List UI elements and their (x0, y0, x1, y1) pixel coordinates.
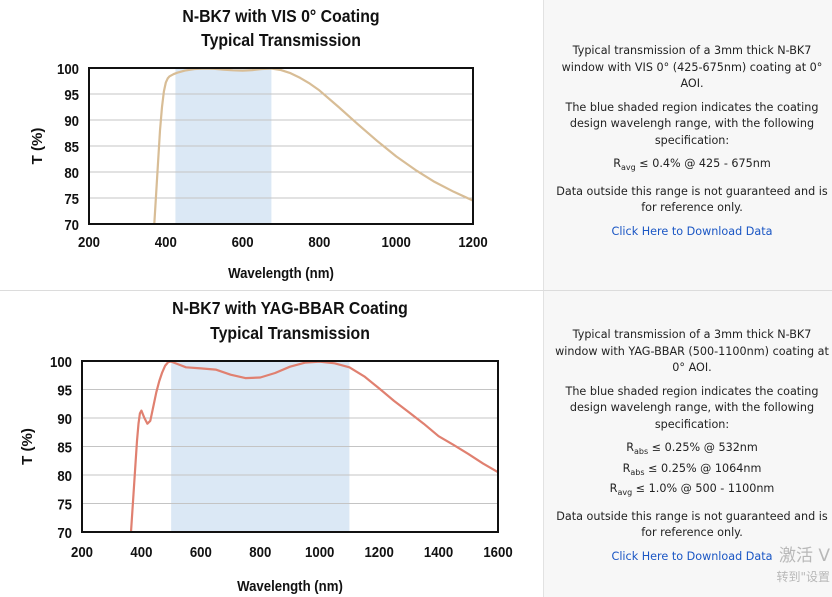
y-tick-label: 75 (57, 496, 72, 513)
y-tick-label: 95 (64, 86, 79, 103)
info-description: Typical transmission of a 3mm thick N-BK… (555, 328, 829, 374)
x-tick-label: 200 (71, 543, 93, 560)
spec-list: Rabs ≤ 0.25% @ 532nm Rabs ≤ 0.25% @ 1064… (554, 440, 830, 502)
chart-title: N-BK7 with YAG-BBAR Coating (172, 298, 408, 318)
chart-area: N-BK7 with YAG-BBAR Coating Typical Trans… (0, 291, 543, 597)
info-description: Typical transmission of a 3mm thick N-BK… (561, 44, 823, 90)
y-tick-label: 90 (64, 112, 79, 129)
y-tick-label: 100 (57, 60, 79, 77)
spec-subscript: avg (617, 488, 633, 497)
info-text: Typical transmission of a 3mm thick N-BK… (554, 43, 830, 247)
x-tick-label: 1200 (458, 233, 487, 250)
x-tick-label: 800 (308, 233, 330, 250)
info-shade-note: The blue shaded region indicates the coa… (565, 384, 819, 431)
spec-value: ≤ 0.4% @ 425 - 675nm (639, 157, 771, 170)
x-axis-label: Wavelength (nm) (228, 264, 334, 281)
chart-yag-bbar-coating: N-BK7 with YAG-BBAR Coating Typical Trans… (19, 298, 513, 594)
download-data-link[interactable]: Click Here to Download Data (611, 224, 773, 238)
y-tick-label: 75 (64, 190, 79, 207)
x-tick-label: 400 (130, 543, 152, 560)
x-tick-label: 800 (249, 543, 271, 560)
y-axis-label: T (%) (29, 128, 46, 165)
x-axis-label: Wavelength (nm) (237, 577, 343, 594)
info-shade-note: The blue shaded region indicates the coa… (565, 100, 819, 147)
chart-area: N-BK7 with VIS 0° Coating Typical Transmi… (0, 0, 543, 290)
x-tick-label: 200 (78, 233, 100, 250)
y-tick-label: 90 (57, 410, 72, 427)
download-data-link[interactable]: Click Here to Download Data (611, 549, 773, 563)
x-tick-label: 1000 (382, 233, 411, 250)
y-axis-label: T (%) (19, 428, 36, 465)
plot-frame (81, 360, 499, 533)
y-tick-label: 85 (64, 138, 79, 155)
chart-subtitle: Typical Transmission (210, 323, 370, 343)
spec-symbol: R (626, 441, 634, 454)
transmission-line (153, 68, 473, 224)
spec-subscript: abs (630, 467, 645, 477)
x-tick-label: 600 (232, 233, 254, 250)
x-tick-label: 1200 (364, 543, 393, 560)
y-tick-label: 80 (57, 467, 72, 484)
spec-line: Ravg ≤ 0.4% @ 425 - 675nm (554, 156, 830, 177)
y-tick-label: 70 (57, 524, 72, 541)
spec-subscript: abs (633, 447, 649, 456)
chart-panel-yag: N-BK7 with YAG-BBAR Coating Typical Trans… (0, 291, 832, 597)
info-box: Typical transmission of a 3mm thick N-BK… (543, 0, 832, 290)
y-tick-label: 80 (64, 164, 79, 181)
spec-symbol: R (613, 157, 621, 170)
info-disclaimer: Data outside this range is not guarantee… (556, 509, 828, 540)
x-tick-label: 400 (155, 233, 177, 250)
panel-divider (0, 290, 832, 291)
spec-value: ≤ 0.25% @ 532nm (651, 441, 758, 454)
spec-value: ≤ 1.0% @ 500 - 1100nm (635, 482, 775, 495)
chart-subtitle: Typical Transmission (201, 30, 361, 50)
chart-title: N-BK7 with VIS 0° Coating (182, 6, 379, 26)
plot-frame (88, 67, 474, 225)
watermark-line-2: 转到"设置 (776, 570, 830, 584)
info-disclaimer: Data outside this range is not guarantee… (556, 184, 828, 215)
x-tick-label: 600 (190, 543, 212, 560)
spec-symbol: R (609, 482, 618, 495)
info-text: Typical transmission of a 3mm thick N-BK… (554, 327, 830, 572)
spec-symbol: R (622, 461, 631, 475)
chart-vis-coating: N-BK7 with VIS 0° Coating Typical Transmi… (29, 6, 488, 281)
x-tick-label: 1600 (483, 543, 512, 560)
y-tick-label: 100 (50, 353, 72, 370)
y-tick-label: 85 (57, 439, 72, 456)
spec-subscript: avg (621, 163, 636, 172)
spec-value: ≤ 0.25% @ 1064nm (648, 461, 762, 475)
y-tick-label: 70 (64, 216, 79, 233)
transmission-line (129, 361, 498, 532)
watermark-line-1: 激活 V (778, 546, 830, 566)
info-box: Typical transmission of a 3mm thick N-BK… (543, 291, 832, 597)
x-tick-label: 1400 (424, 543, 453, 560)
x-tick-label: 1000 (305, 543, 334, 560)
y-tick-label: 95 (57, 382, 72, 399)
chart-panel-vis: N-BK7 with VIS 0° Coating Typical Transmi… (0, 0, 832, 290)
